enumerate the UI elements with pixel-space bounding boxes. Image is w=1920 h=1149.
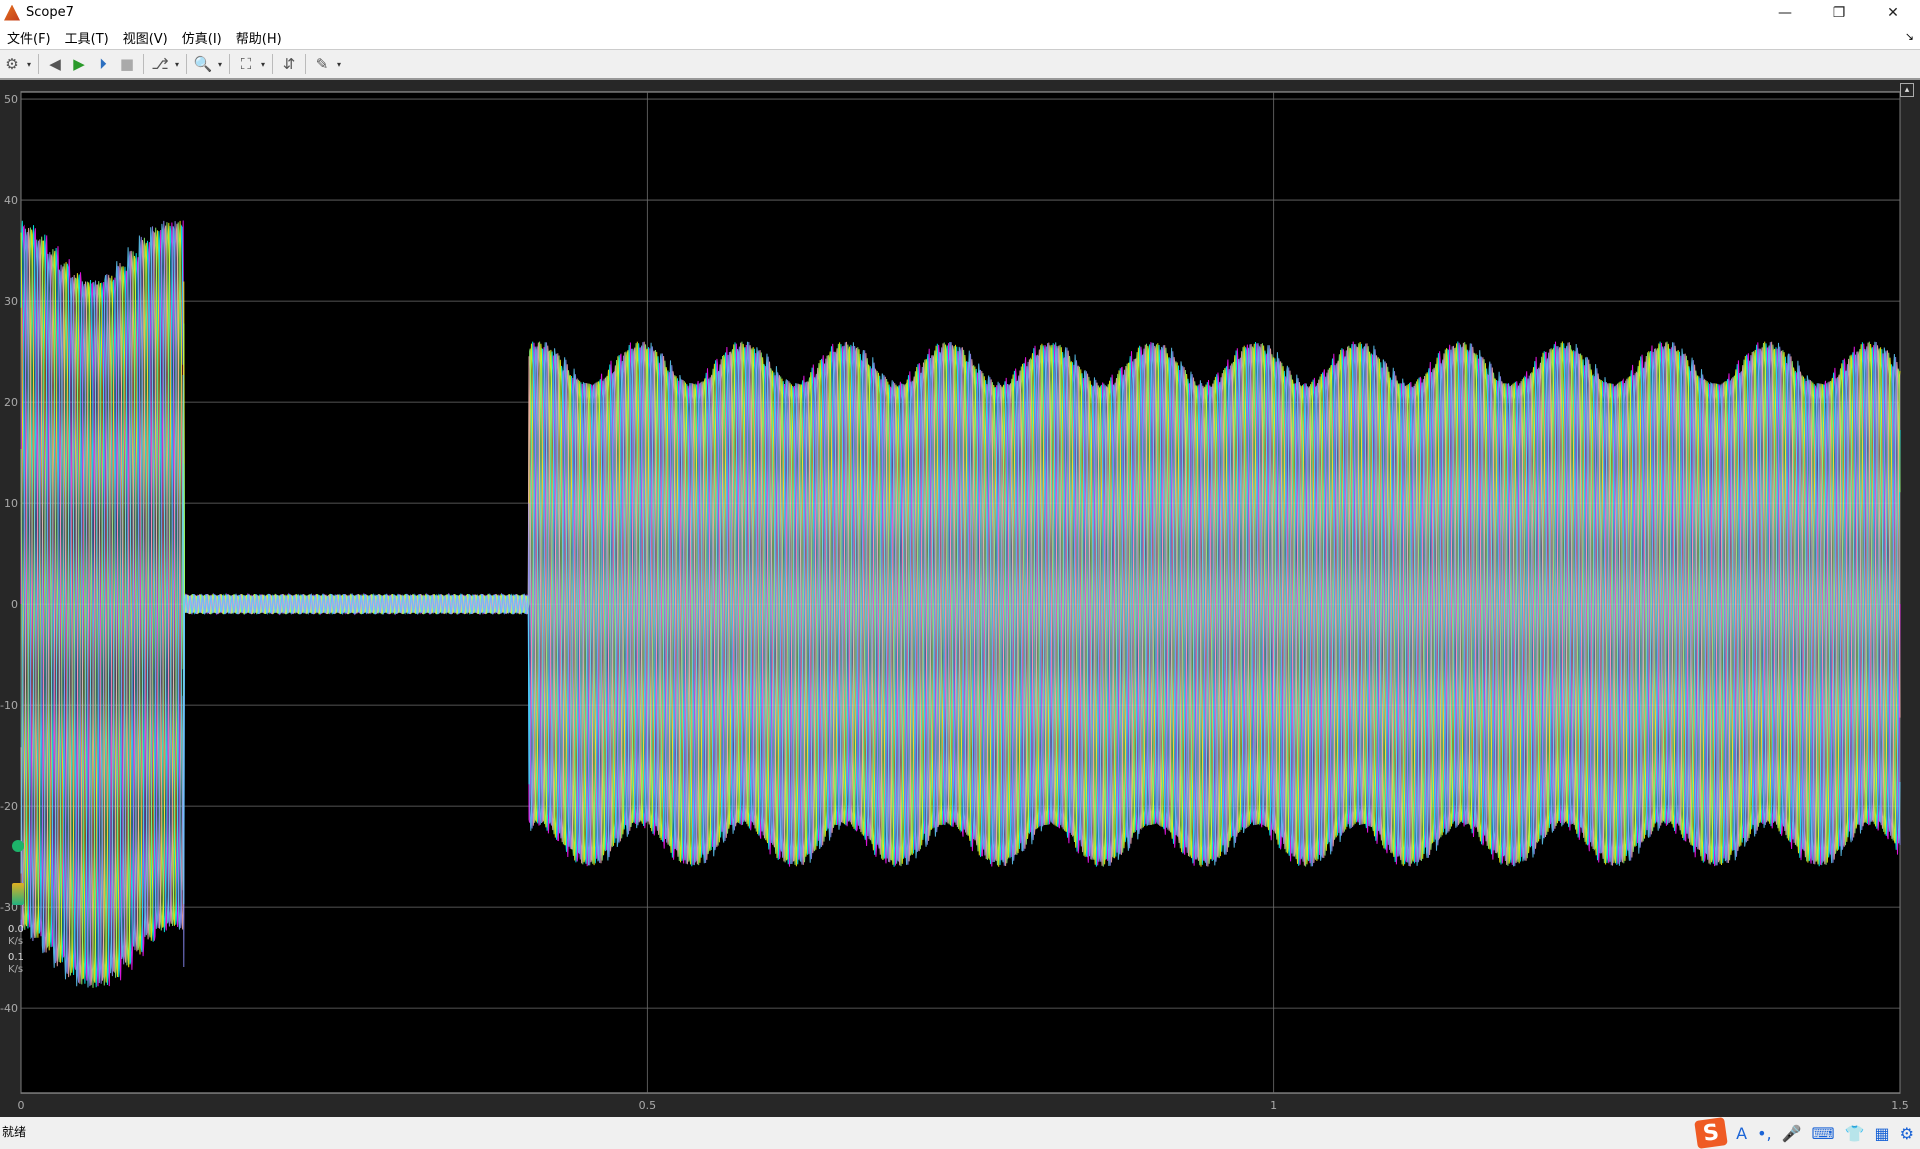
dropdown-arrow-icon[interactable]: ▾ bbox=[260, 59, 265, 69]
ime-punctuation-icon[interactable]: •, bbox=[1757, 1123, 1772, 1143]
x-tick-label: 0.5 bbox=[639, 1099, 657, 1112]
menu-file[interactable]: 文件(F) bbox=[7, 31, 51, 47]
upload-unit: K/s bbox=[8, 936, 24, 947]
toolbar: ⚙ ▾ ◀ ▶ ⏵ ■ ⎇ ▾ 🔍 ▾ ⛶ ▾ ⇵ ✎ ▾ bbox=[0, 50, 1920, 80]
dropdown-arrow-icon[interactable]: ▾ bbox=[217, 59, 222, 69]
toolbar-separator bbox=[272, 54, 273, 74]
toolbar-separator bbox=[305, 54, 306, 74]
x-tick-label: 0 bbox=[18, 1099, 25, 1112]
x-tick-label: 1.5 bbox=[1891, 1099, 1909, 1112]
menu-tools[interactable]: 工具(T) bbox=[64, 31, 109, 47]
undock-icon[interactable]: ↘ bbox=[1904, 30, 1914, 43]
menu-bar: 文件(F) 工具(T) 视图(V) 仿真(I) 帮助(H) ↘ bbox=[0, 25, 1920, 50]
run-icon[interactable]: ▶ bbox=[73, 55, 85, 73]
signal-series-4 bbox=[20, 222, 1901, 988]
triggers-icon[interactable]: ⇵ bbox=[282, 55, 296, 73]
ime-toolbox-icon[interactable]: ▦ bbox=[1874, 1123, 1890, 1143]
signal-series-3 bbox=[20, 220, 1901, 983]
minimize-button[interactable]: — bbox=[1778, 4, 1792, 21]
status-bar: 就绪 S A •, 🎤 ⌨ 👕 ▦ ⚙ bbox=[0, 1117, 1920, 1149]
toolbar-separator bbox=[143, 54, 144, 74]
matlab-icon bbox=[4, 4, 20, 21]
y-tick-label: 20 bbox=[4, 396, 18, 409]
step-back-icon[interactable]: ◀ bbox=[49, 55, 61, 73]
toolbar-separator bbox=[229, 54, 230, 74]
ime-tray: S A •, 🎤 ⌨ 👕 ▦ ⚙ bbox=[1694, 1117, 1914, 1149]
sogou-ime-logo[interactable]: S bbox=[1694, 1117, 1728, 1149]
status-text: 就绪 bbox=[2, 1125, 27, 1139]
ime-language-icon[interactable]: A bbox=[1736, 1123, 1748, 1143]
y-tick-label: -40 bbox=[0, 1002, 18, 1015]
y-tick-label: 0 bbox=[11, 598, 18, 611]
scope-plot-window: ▴ 50 40 30 20 10 0 -10 -20 -30 -40 0 0.5 1 1.5 0.0 K/… bbox=[0, 80, 1920, 1117]
y-tick-label: 30 bbox=[4, 295, 18, 308]
y-tick-label: -20 bbox=[0, 800, 18, 813]
stop-icon[interactable]: ■ bbox=[119, 55, 135, 73]
y-tick-label: -10 bbox=[0, 699, 18, 712]
close-button[interactable]: ✕ bbox=[1887, 4, 1899, 21]
y-tick-label: 10 bbox=[4, 497, 18, 510]
download-unit: K/s bbox=[8, 964, 24, 975]
menu-view[interactable]: 视图(V) bbox=[122, 31, 168, 47]
ime-skin-icon[interactable]: 👕 bbox=[1844, 1123, 1865, 1143]
autoscale-icon[interactable]: ⛶ bbox=[240, 55, 252, 73]
upload-speed: 0.0 bbox=[8, 924, 24, 935]
dropdown-arrow-icon[interactable]: ▾ bbox=[174, 59, 179, 69]
toolbar-separator bbox=[186, 54, 187, 74]
dropdown-arrow-icon[interactable]: ▾ bbox=[336, 59, 341, 69]
gear-icon[interactable]: ⚙ bbox=[5, 55, 19, 73]
restore-button[interactable]: ❐ bbox=[1832, 4, 1846, 21]
zoom-icon[interactable]: 🔍 bbox=[193, 55, 213, 73]
highlight-block-icon[interactable]: ⎇ bbox=[151, 55, 169, 73]
toolbar-separator bbox=[38, 54, 39, 74]
y-tick-label: 40 bbox=[4, 194, 18, 207]
menu-help[interactable]: 帮助(H) bbox=[235, 31, 282, 47]
menu-simulation[interactable]: 仿真(I) bbox=[181, 31, 222, 47]
window-title: Scope7 bbox=[26, 5, 74, 20]
dropdown-arrow-icon[interactable]: ▾ bbox=[26, 59, 31, 69]
ime-settings-icon[interactable]: ⚙ bbox=[1899, 1123, 1914, 1143]
x-tick-label: 1 bbox=[1270, 1099, 1277, 1112]
ime-keyboard-icon[interactable]: ⌨ bbox=[1811, 1123, 1835, 1143]
widget-bar-icon bbox=[12, 883, 24, 905]
measurements-icon[interactable]: ✎ bbox=[315, 55, 329, 73]
title-bar: Scope7 — ❐ ✕ bbox=[0, 0, 1920, 25]
signal-series-7 bbox=[20, 223, 1901, 988]
expand-icon[interactable]: ▴ bbox=[1900, 83, 1914, 97]
ime-voice-icon[interactable]: 🎤 bbox=[1781, 1123, 1802, 1143]
widget-dot-icon bbox=[12, 840, 24, 852]
download-speed: 0.1 bbox=[8, 952, 24, 963]
y-tick-label: 50 bbox=[4, 93, 18, 106]
step-forward-icon[interactable]: ⏵ bbox=[99, 55, 107, 73]
